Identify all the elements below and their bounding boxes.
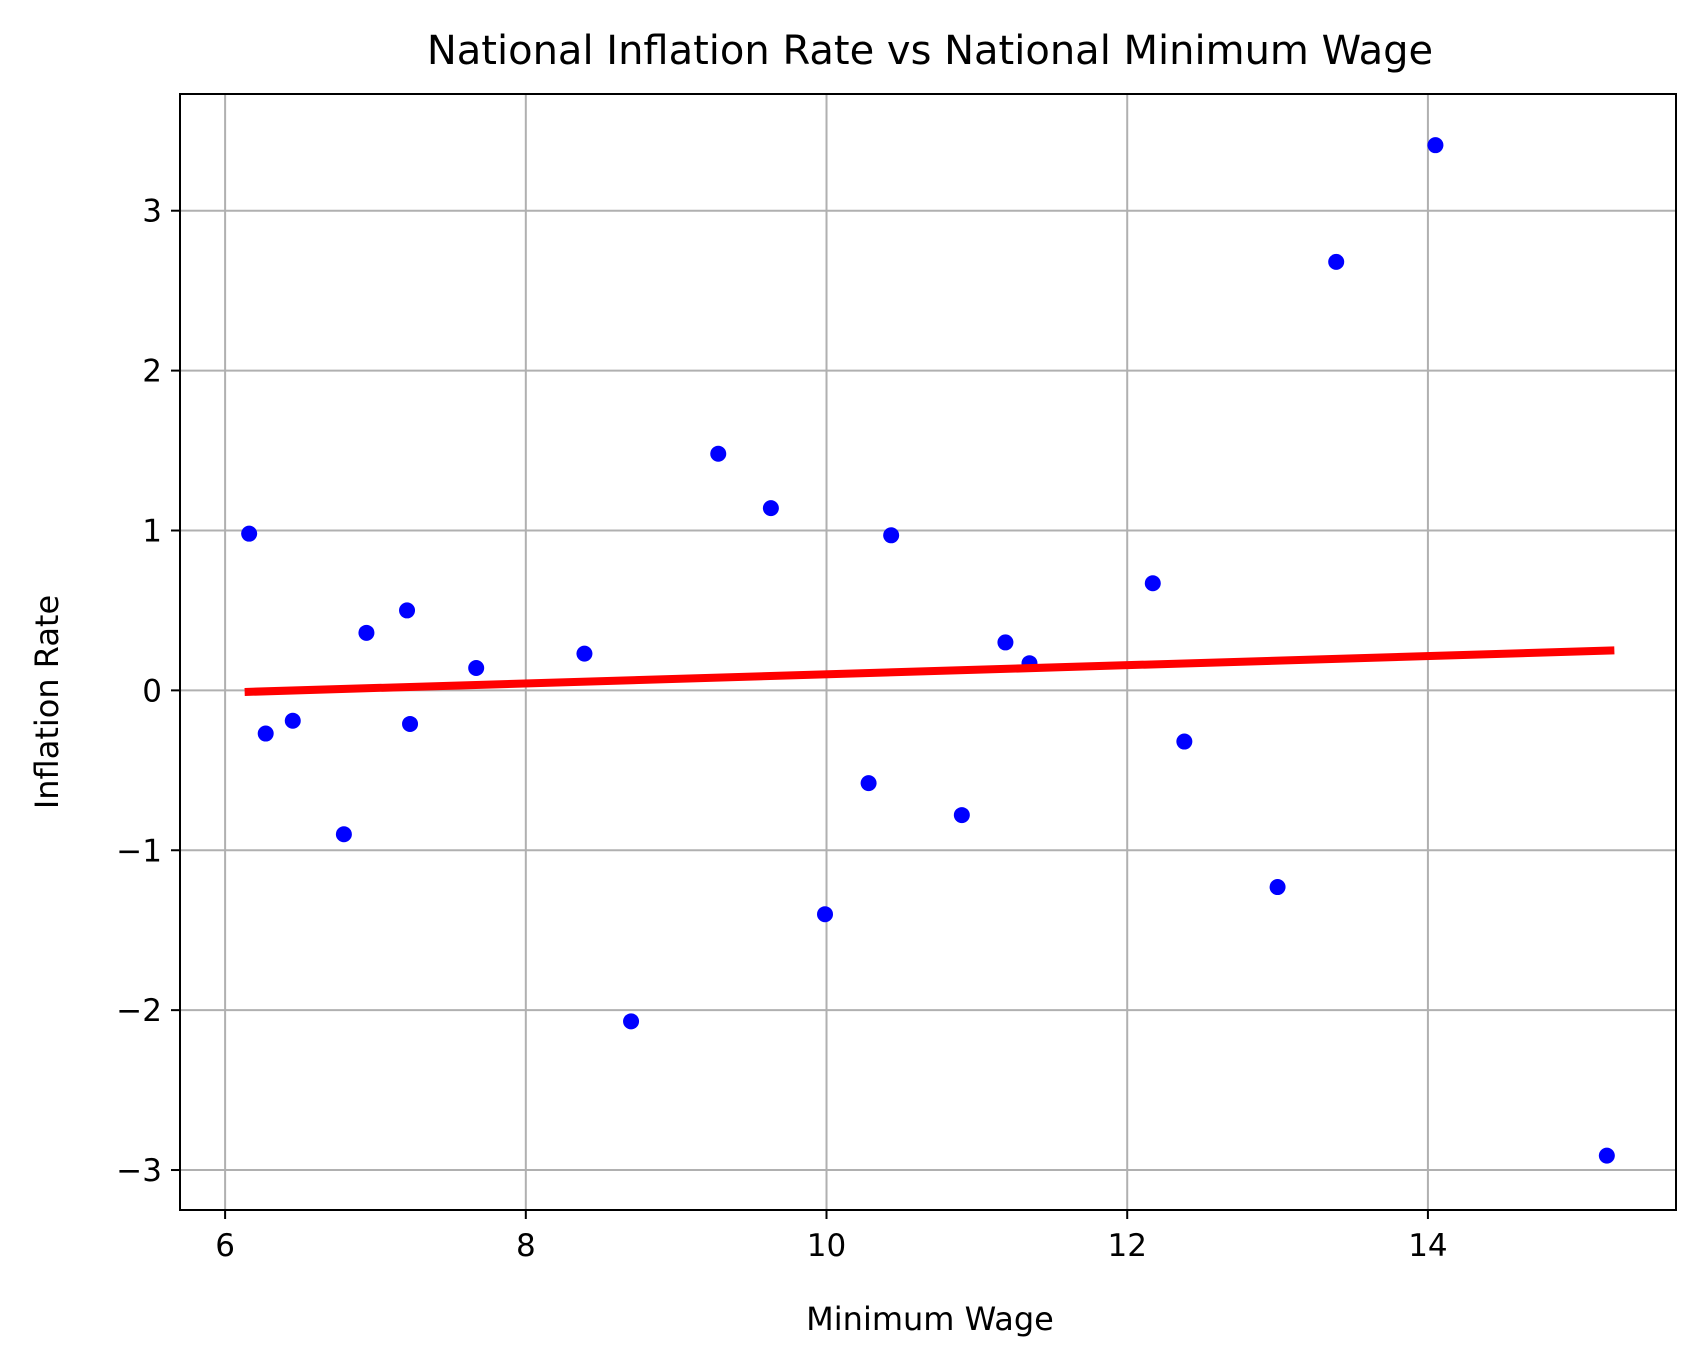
y-tick-label: −1 [116, 833, 162, 869]
y-tick-label: 3 [142, 194, 162, 230]
scatter-point [468, 659, 485, 676]
y-grid [180, 209, 1676, 1172]
x-axis-label: Minimum Wage [806, 1300, 1054, 1338]
scatter-point [576, 645, 593, 662]
y-tick-label: 2 [142, 354, 162, 390]
scatter-point [399, 602, 416, 619]
chart-title: National Inflation Rate vs National Mini… [427, 28, 1433, 74]
y-tick-label: 0 [142, 673, 162, 709]
scatter-point [997, 634, 1014, 651]
x-tick-label: 10 [807, 1228, 846, 1264]
scatter-point [883, 527, 900, 544]
y-axis-ticks: −3 −2 −1 0 1 2 3 [116, 194, 180, 1189]
plot-frame [179, 93, 1677, 1211]
scatter-points [241, 137, 1615, 1164]
trend-line-group [244, 646, 1615, 696]
x-tick-label: 6 [215, 1228, 235, 1264]
scatter-point [1328, 253, 1345, 270]
y-tick-label: 1 [142, 513, 162, 549]
scatter-point [1598, 1147, 1615, 1164]
scatter-point [1176, 733, 1193, 750]
scatter-point [623, 1013, 640, 1030]
scatter-point [953, 807, 970, 824]
scatter-point [710, 445, 727, 462]
scatter-point [284, 712, 301, 729]
x-tick-label: 8 [516, 1228, 536, 1264]
scatter-point [762, 500, 779, 517]
y-tick-label: −2 [116, 993, 162, 1029]
scatter-point [1269, 879, 1286, 896]
y-tick-label: −3 [116, 1153, 162, 1189]
scatter-point [241, 525, 258, 542]
scatter-point [817, 906, 834, 923]
scatter-point [335, 826, 352, 843]
trend-line [244, 646, 1615, 696]
scatter-point [1144, 575, 1161, 592]
y-axis-label: Inflation Rate [28, 595, 66, 809]
x-tick-label: 12 [1107, 1228, 1146, 1264]
x-axis-ticks: 6 8 10 12 14 [215, 1210, 1448, 1264]
scatter-point [358, 624, 375, 641]
scatter-point [1427, 137, 1444, 154]
x-tick-label: 14 [1408, 1228, 1447, 1264]
x-grid [224, 94, 1429, 1210]
scatter-point [402, 715, 419, 732]
scatter-point [860, 775, 877, 792]
scatter-point [257, 725, 274, 742]
